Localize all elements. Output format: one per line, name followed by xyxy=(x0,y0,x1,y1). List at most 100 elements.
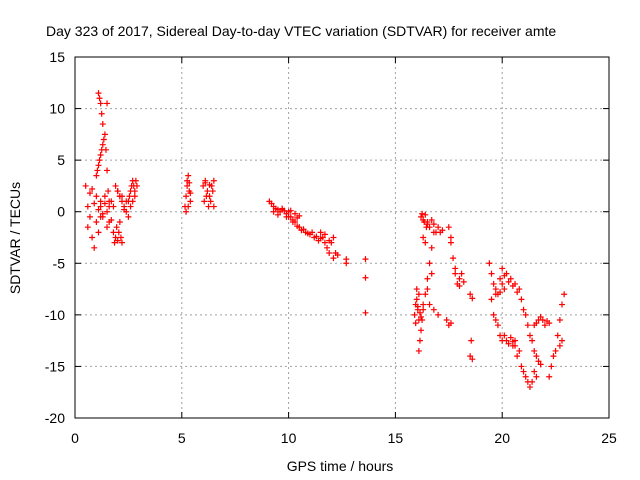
data-point xyxy=(84,224,91,231)
data-point xyxy=(447,239,454,246)
data-point xyxy=(99,121,106,128)
data-point xyxy=(424,275,431,282)
data-point xyxy=(330,234,337,241)
data-point xyxy=(456,275,463,282)
data-point xyxy=(546,373,553,380)
data-point xyxy=(300,226,307,233)
y-tick-label: 10 xyxy=(49,101,65,117)
data-point xyxy=(447,234,454,241)
data-point xyxy=(497,275,504,282)
data-point xyxy=(292,210,299,217)
data-point xyxy=(416,309,423,316)
data-point xyxy=(529,378,536,385)
data-point xyxy=(419,210,426,217)
data-point xyxy=(330,255,337,262)
data-point xyxy=(411,311,418,318)
data-point xyxy=(97,151,104,158)
data-point xyxy=(488,270,495,277)
data-point xyxy=(334,252,341,259)
data-point xyxy=(499,265,506,272)
data-point xyxy=(287,207,294,214)
data-point xyxy=(129,198,136,205)
data-point xyxy=(127,203,134,210)
data-point xyxy=(468,337,475,344)
data-point xyxy=(494,322,501,329)
x-axis-label: GPS time / hours xyxy=(287,458,394,474)
data-point xyxy=(492,286,499,293)
y-tick-label: -15 xyxy=(45,358,65,374)
data-point xyxy=(499,280,506,287)
data-point xyxy=(203,193,210,200)
data-point xyxy=(296,212,303,219)
data-point xyxy=(418,327,425,334)
data-point xyxy=(114,188,121,195)
data-point xyxy=(118,239,125,246)
data-point xyxy=(522,373,529,380)
data-point xyxy=(422,239,429,246)
data-point xyxy=(95,162,102,169)
y-tick-label: -20 xyxy=(45,410,65,426)
data-point xyxy=(537,361,544,368)
data-point xyxy=(420,306,427,313)
data-point xyxy=(101,193,108,200)
data-point xyxy=(202,179,209,186)
data-point xyxy=(419,317,426,324)
data-point xyxy=(204,188,211,195)
data-point xyxy=(117,234,124,241)
data-point xyxy=(490,311,497,318)
data-point xyxy=(94,167,101,174)
data-point xyxy=(416,337,423,344)
data-point xyxy=(86,213,93,220)
data-point xyxy=(492,291,499,298)
data-point xyxy=(424,286,431,293)
data-point xyxy=(279,206,286,213)
data-point xyxy=(209,188,216,195)
data-point xyxy=(490,280,497,287)
x-tick-label: 15 xyxy=(388,430,404,446)
data-point xyxy=(452,265,459,272)
data-point xyxy=(428,216,435,223)
data-point xyxy=(102,146,109,153)
data-point xyxy=(501,272,508,279)
data-point xyxy=(469,295,476,302)
data-point xyxy=(105,188,112,195)
data-point xyxy=(526,332,533,339)
data-point xyxy=(116,219,123,226)
data-point xyxy=(522,311,529,318)
data-point xyxy=(526,384,533,391)
data-point xyxy=(497,289,504,296)
data-point xyxy=(535,358,542,365)
data-point xyxy=(98,110,105,117)
data-point xyxy=(546,320,553,327)
data-point xyxy=(118,193,125,200)
data-point xyxy=(413,286,420,293)
data-point xyxy=(512,337,519,344)
data-point xyxy=(552,347,559,354)
data-point xyxy=(426,260,433,267)
data-point xyxy=(343,260,350,267)
data-point xyxy=(319,234,326,241)
x-tick-label: 25 xyxy=(601,430,617,446)
data-point xyxy=(531,347,538,354)
data-point xyxy=(183,208,190,215)
data-point xyxy=(114,237,121,244)
data-point xyxy=(415,291,422,298)
data-point xyxy=(505,340,512,347)
data-point xyxy=(559,301,566,308)
data-point xyxy=(99,141,106,148)
data-point xyxy=(112,182,119,189)
data-point xyxy=(539,317,546,324)
data-point xyxy=(428,270,435,277)
data-point xyxy=(439,227,446,234)
data-point xyxy=(326,237,333,244)
data-point xyxy=(447,320,454,327)
data-point xyxy=(121,206,128,213)
data-point xyxy=(418,313,425,320)
data-point xyxy=(84,203,91,210)
data-point xyxy=(186,179,193,186)
data-point xyxy=(556,342,563,349)
data-point xyxy=(321,231,328,238)
data-point xyxy=(111,239,118,246)
data-point xyxy=(101,200,108,207)
